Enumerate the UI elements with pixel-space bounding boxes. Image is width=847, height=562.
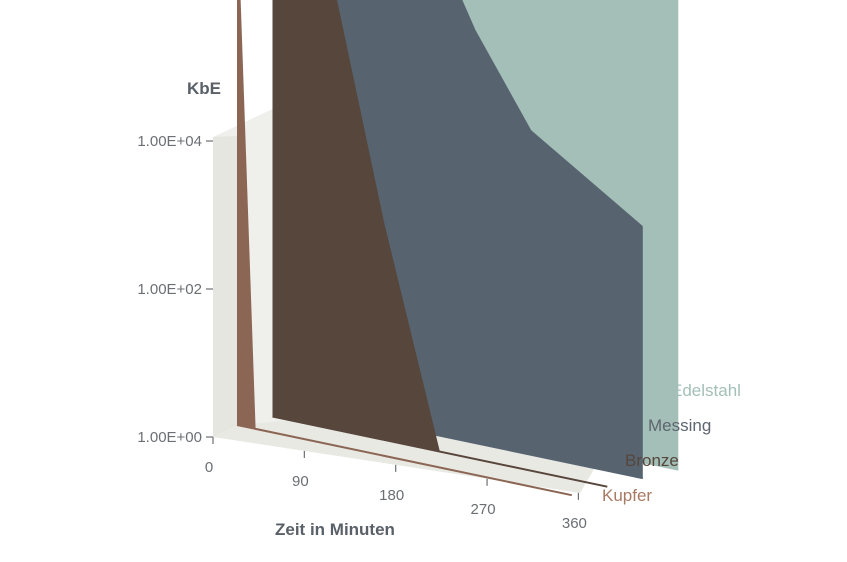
x-axis-title: Zeit in Minuten (275, 520, 395, 539)
y-axis: 1.00E+001.00E+021.00E+041.00E+061.00E+08 (137, 0, 213, 446)
side-wall (213, 136, 237, 437)
series-baseline-kupfer (236, 424, 573, 497)
series-labels: Kupfer Bronze Messing Edelstahl (602, 381, 741, 505)
series-label-messing: Messing (648, 416, 711, 435)
series-areas (236, 0, 679, 497)
x-tick-label: 360 (562, 515, 587, 532)
series-area-bronze (272, 0, 608, 487)
series-label-bronze: Bronze (625, 451, 679, 470)
series-label-edelstahl: Edelstahl (671, 381, 741, 400)
x-tick-label: 0 (205, 459, 213, 476)
x-tick-label: 90 (292, 473, 309, 490)
y-tick-label: 1.00E+00 (137, 429, 202, 446)
x-tick-label: 270 (471, 501, 496, 518)
x-axis: 0 90 180 270 360 (205, 437, 587, 532)
y-axis-title: KbE (187, 79, 221, 98)
series-label-kupfer: Kupfer (602, 486, 652, 505)
series-baseline-bronze (272, 415, 608, 488)
y-tick-label: 1.00E+06 (137, 0, 202, 2)
x-tick-label: 180 (379, 487, 404, 504)
y-tick-label: 1.00E+04 (137, 133, 202, 150)
y-tick-label: 1.00E+02 (137, 281, 202, 298)
